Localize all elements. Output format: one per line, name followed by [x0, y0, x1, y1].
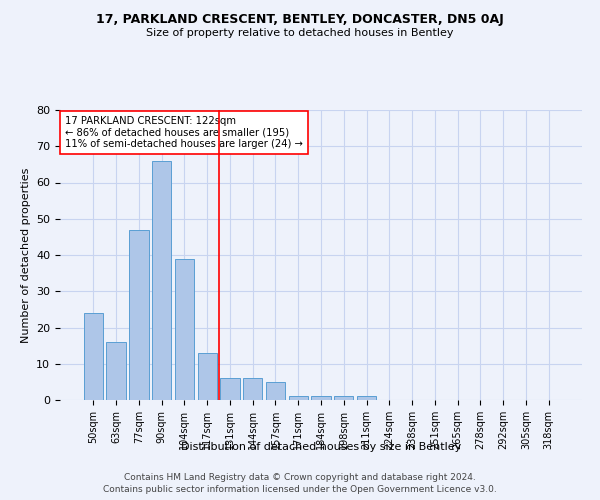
Text: Contains HM Land Registry data © Crown copyright and database right 2024.: Contains HM Land Registry data © Crown c… — [124, 472, 476, 482]
Text: Distribution of detached houses by size in Bentley: Distribution of detached houses by size … — [181, 442, 461, 452]
Bar — [311, 396, 331, 400]
Text: 17, PARKLAND CRESCENT, BENTLEY, DONCASTER, DN5 0AJ: 17, PARKLAND CRESCENT, BENTLEY, DONCASTE… — [96, 12, 504, 26]
Y-axis label: Number of detached properties: Number of detached properties — [20, 168, 31, 342]
Bar — [152, 161, 172, 400]
Bar — [334, 396, 353, 400]
Bar — [175, 258, 194, 400]
Bar — [357, 396, 376, 400]
Bar — [220, 378, 239, 400]
Bar — [106, 342, 126, 400]
Text: Contains public sector information licensed under the Open Government Licence v3: Contains public sector information licen… — [103, 485, 497, 494]
Bar — [84, 313, 103, 400]
Bar — [289, 396, 308, 400]
Bar — [129, 230, 149, 400]
Text: Size of property relative to detached houses in Bentley: Size of property relative to detached ho… — [146, 28, 454, 38]
Bar — [266, 382, 285, 400]
Text: 17 PARKLAND CRESCENT: 122sqm
← 86% of detached houses are smaller (195)
11% of s: 17 PARKLAND CRESCENT: 122sqm ← 86% of de… — [65, 116, 303, 149]
Bar — [243, 378, 262, 400]
Bar — [197, 353, 217, 400]
